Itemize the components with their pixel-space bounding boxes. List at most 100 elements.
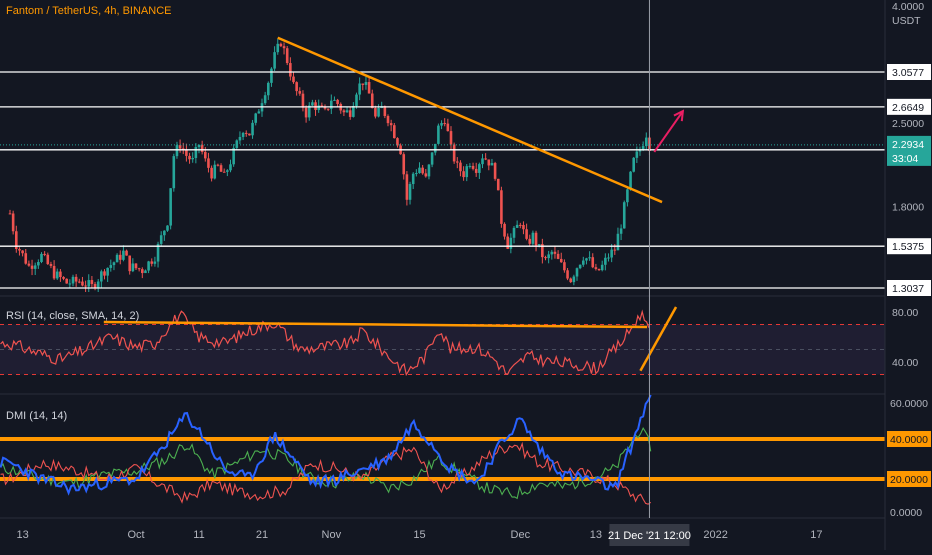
candle <box>137 267 141 272</box>
candle <box>541 238 544 264</box>
candle <box>563 259 566 273</box>
candle <box>474 162 478 177</box>
candle <box>232 144 235 167</box>
svg-text:4.0000: 4.0000 <box>892 1 924 13</box>
candle <box>93 281 97 291</box>
candle <box>65 278 68 284</box>
candle <box>78 278 81 284</box>
candle <box>358 77 361 101</box>
candle <box>367 76 371 94</box>
candle <box>40 252 43 264</box>
candle <box>185 143 188 162</box>
candle <box>607 253 610 262</box>
candle <box>241 131 245 141</box>
candle <box>71 274 75 287</box>
candle <box>333 96 336 101</box>
price-axis[interactable]: 4.0000USDT3.05772.66492.50002.24921.8000… <box>887 1 931 519</box>
candle <box>24 248 28 265</box>
time-axis-tick: 15 <box>413 529 425 541</box>
resistance-trendline <box>277 36 663 204</box>
price-candles <box>8 38 651 292</box>
candle <box>531 230 535 247</box>
candle <box>594 263 598 271</box>
candle <box>585 257 588 265</box>
candle <box>270 67 273 87</box>
symbol-title[interactable]: Fantom / TetherUS, 4h, BINANCE <box>6 5 171 17</box>
dmi-axis-tick: 20.0000 <box>887 471 931 487</box>
candle <box>578 264 582 270</box>
candle <box>393 122 396 139</box>
candle <box>547 250 550 264</box>
candle <box>556 250 560 260</box>
candle <box>519 222 522 229</box>
svg-text:1.5375: 1.5375 <box>892 241 924 253</box>
candle <box>550 249 554 260</box>
candle <box>493 161 497 181</box>
candle <box>172 153 176 192</box>
time-axis-tick: Oct <box>127 529 144 541</box>
candle <box>386 114 390 127</box>
time-axis-tick: Nov <box>322 529 342 541</box>
candle <box>342 109 346 117</box>
candle <box>559 252 563 263</box>
candle <box>55 268 59 280</box>
time-axis-tick: 21 <box>256 529 268 541</box>
candle <box>11 210 15 235</box>
candle <box>273 46 276 72</box>
dmi-panel <box>0 394 885 505</box>
candle <box>361 83 365 91</box>
candle <box>194 143 198 164</box>
dmi-plus-di-line <box>0 426 652 500</box>
candle <box>49 261 53 269</box>
candle <box>622 200 626 229</box>
candle <box>178 139 182 153</box>
candle <box>141 267 144 279</box>
candle <box>443 118 446 127</box>
candle <box>446 118 450 132</box>
candle <box>632 156 635 173</box>
svg-text:21 Dec '21 12:00: 21 Dec '21 12:00 <box>608 530 691 542</box>
candle <box>219 163 223 172</box>
candle <box>282 42 286 55</box>
candle <box>62 276 65 281</box>
candle <box>383 105 387 119</box>
candle <box>364 76 368 90</box>
candle <box>405 171 409 206</box>
candle <box>553 246 557 259</box>
candle <box>43 251 46 257</box>
candle <box>311 99 314 107</box>
candle <box>52 260 56 280</box>
candle <box>496 178 500 191</box>
current-price-badge: 2.2934 33:04 <box>887 135 931 166</box>
candle <box>106 267 109 282</box>
candle <box>81 276 84 287</box>
svg-text:20.0000: 20.0000 <box>890 474 928 486</box>
time-axis-tick: 13 <box>16 529 28 541</box>
candle <box>103 269 106 280</box>
candle <box>147 260 150 274</box>
rsi-title[interactable]: RSI (14, close, SMA, 14, 2) <box>6 310 139 322</box>
candle <box>213 160 217 180</box>
dmi-title[interactable]: DMI (14, 14) <box>6 410 67 422</box>
time-axis[interactable]: 13 Oct 11 21 Nov 15 Dec 13 2022 17 21 Dec '21 12:0… <box>16 524 823 546</box>
candle <box>276 38 280 55</box>
candle <box>481 153 484 169</box>
time-axis-tick: 13 <box>590 529 602 541</box>
candle <box>374 105 377 119</box>
projection-arrow <box>653 110 684 153</box>
candle <box>591 253 595 269</box>
candle <box>471 162 475 171</box>
time-axis-tick: 2022 <box>703 529 727 541</box>
candle <box>244 130 248 137</box>
dmi-axis-tick: 40.0000 <box>887 431 931 447</box>
candle <box>292 72 295 84</box>
candle <box>191 152 194 163</box>
candle <box>251 119 254 139</box>
svg-text:USDT: USDT <box>892 15 921 27</box>
candle <box>27 260 31 267</box>
candle <box>254 112 257 126</box>
time-axis-tick: Dec <box>511 529 531 541</box>
candle <box>638 146 642 156</box>
